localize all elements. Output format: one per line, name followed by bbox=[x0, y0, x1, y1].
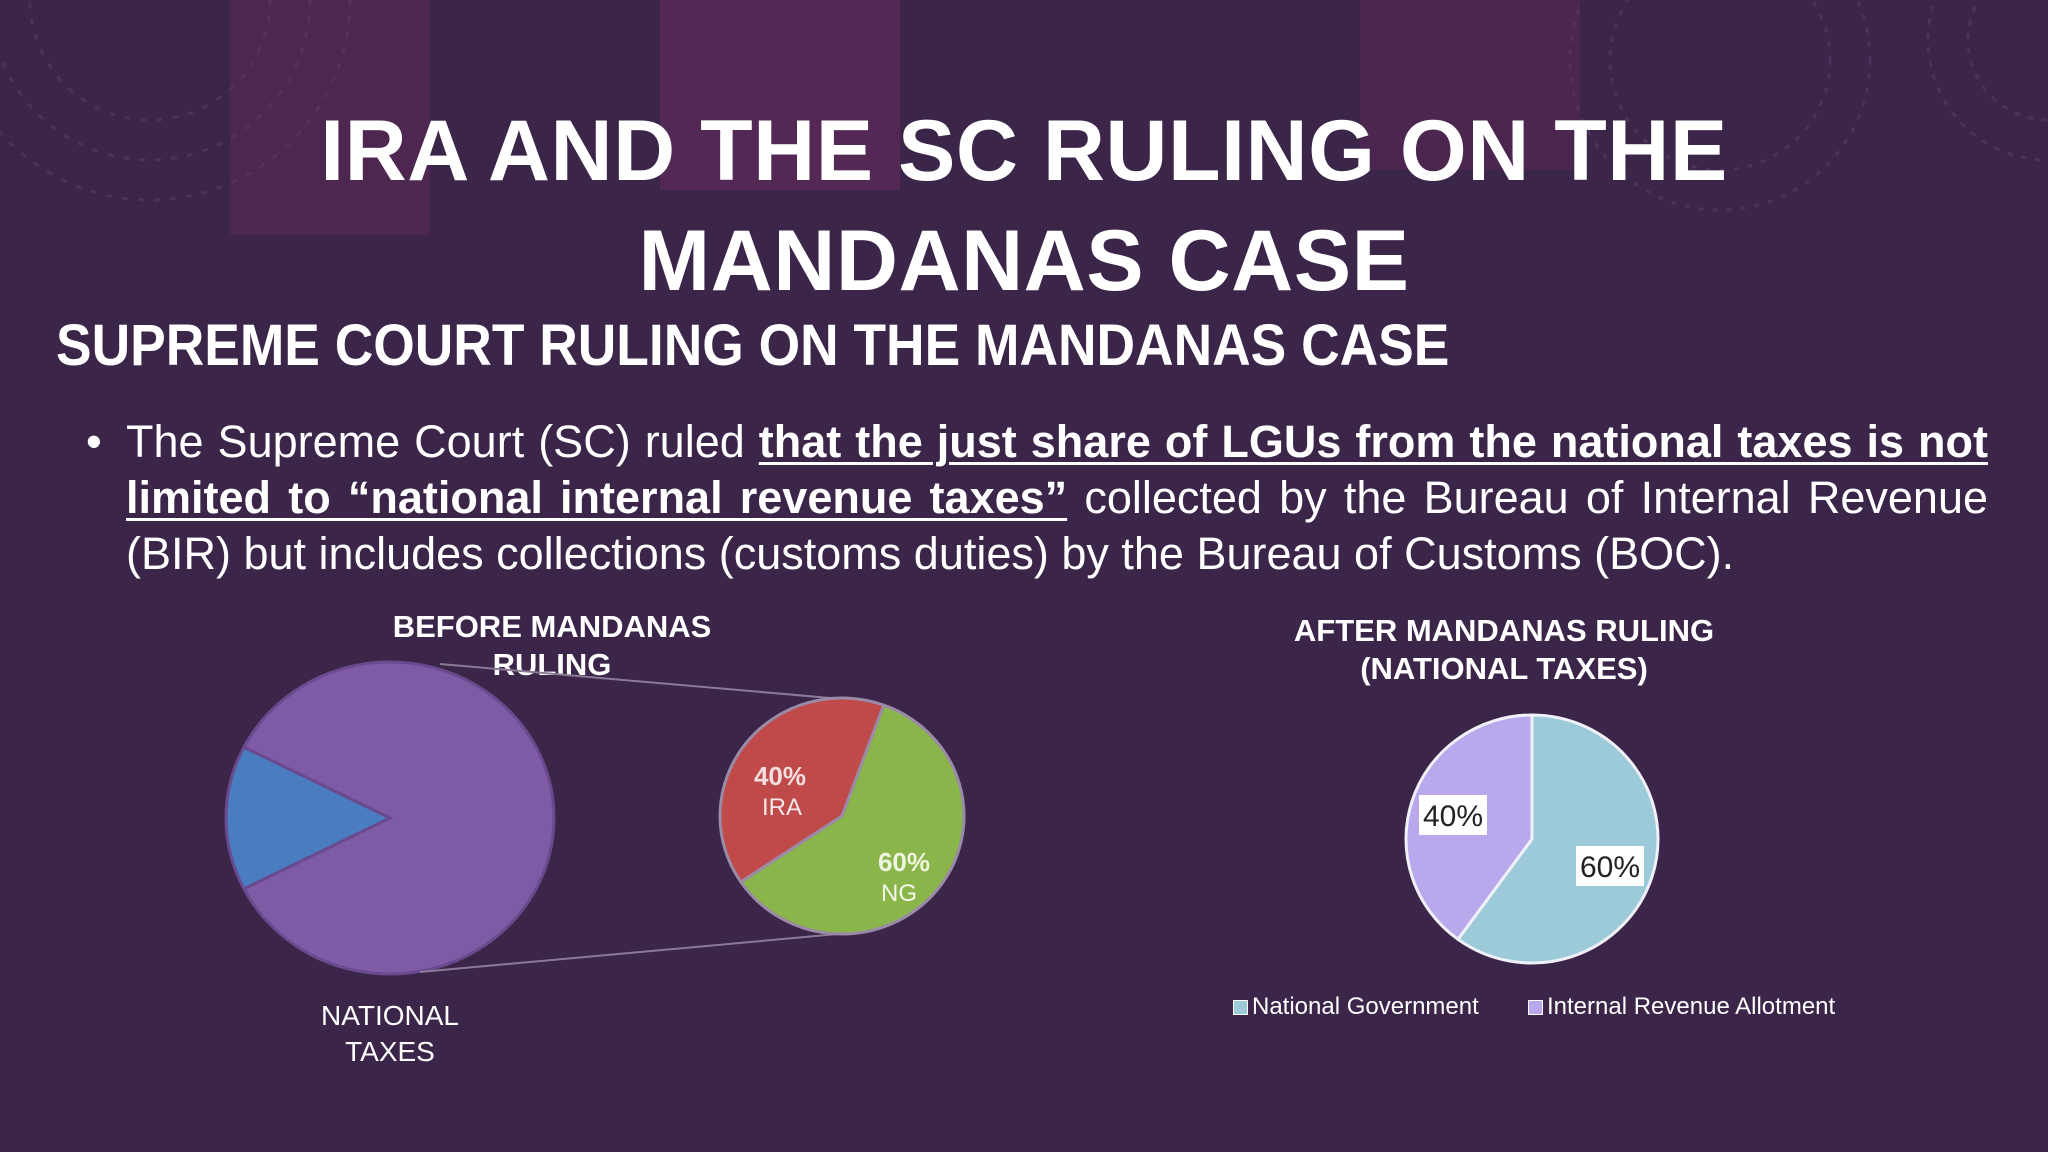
legend-label-internal-revenue-allotment: Internal Revenue Allotment bbox=[1547, 993, 1836, 1020]
after-chart-title: AFTER MANDANAS RULING (NATIONAL TAXES) bbox=[1293, 613, 1715, 686]
bullet-marker: • bbox=[86, 416, 102, 467]
legend-item-internal-revenue-allotment: Internal Revenue Allotment bbox=[1528, 992, 1835, 1022]
ruling-bullet: The Supreme Court (SC) ruled that the ju… bbox=[126, 414, 1988, 582]
after-ng-percent-label: 60% bbox=[1580, 851, 1640, 884]
bullet-text-before: The Supreme Court (SC) ruled bbox=[126, 416, 759, 467]
slide-title-line1: IRA AND THE SC RULING ON THE bbox=[320, 103, 1728, 199]
ira-percent-label: 40% bbox=[754, 761, 806, 791]
after-pie: 60% 40% bbox=[1404, 713, 1660, 965]
before-main-pie bbox=[224, 660, 556, 976]
legend-swatch-national-government bbox=[1233, 999, 1248, 1015]
legend-item-national-government: National Government bbox=[1233, 992, 1479, 1022]
ira-slice bbox=[718, 696, 886, 885]
ng-percent-label: 60% bbox=[878, 847, 930, 877]
slide-subtitle: SUPREME COURT RULING ON THE MANDANAS CAS… bbox=[56, 313, 1450, 378]
national-taxes-main-slice bbox=[241, 660, 556, 976]
connector-line-top bbox=[439, 663, 877, 703]
before-breakout-pie: 40% IRA 60% NG bbox=[718, 696, 966, 936]
slide-title: IRA AND THE SC RULING ON THE MANDANAS CA… bbox=[160, 96, 1888, 316]
after-ira-percent-label: 40% bbox=[1423, 800, 1483, 833]
ng-name-label: NG bbox=[881, 880, 917, 907]
legend-swatch-internal-revenue-allotment bbox=[1528, 999, 1543, 1015]
national-taxes-label: NATIONAL TAXES bbox=[321, 1000, 459, 1067]
breakout-connector-lines bbox=[419, 663, 877, 973]
national-taxes-share-slice bbox=[224, 745, 394, 891]
slide-title-line2: MANDANAS CASE bbox=[638, 213, 1410, 309]
bullet-text-emphasis: that the just share of LGUs from the nat… bbox=[126, 416, 1989, 523]
after-ira-percent-box bbox=[1419, 795, 1487, 835]
ira-name-label: IRA bbox=[762, 794, 802, 821]
after-national-government-slice bbox=[1455, 713, 1660, 965]
bullet-text-after: collected by the Bureau of Internal Reve… bbox=[126, 472, 1989, 579]
ng-slice bbox=[738, 703, 966, 936]
legend-label-national-government: National Government bbox=[1252, 993, 1479, 1020]
after-ng-percent-box bbox=[1576, 846, 1644, 886]
connector-line-bottom bbox=[419, 931, 861, 973]
before-chart-title: BEFORE MANDANAS RULING bbox=[392, 609, 712, 682]
